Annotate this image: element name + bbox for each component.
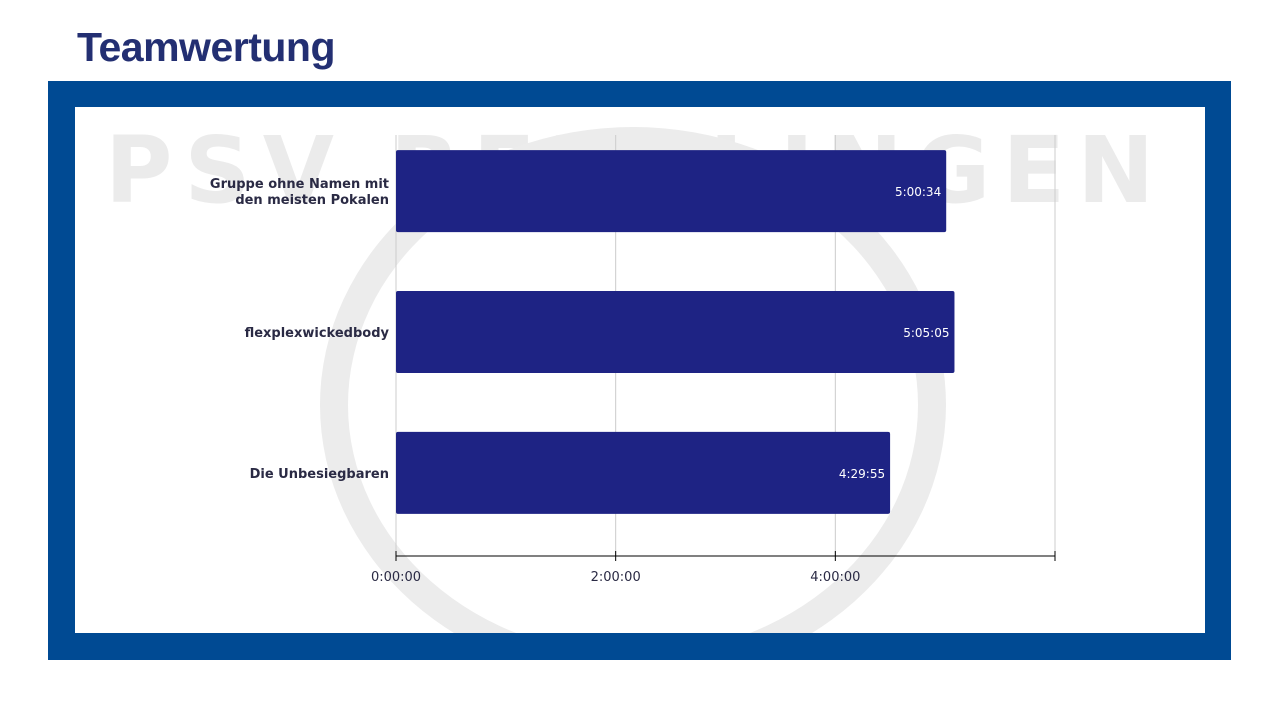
bar — [396, 291, 955, 373]
category-label: flexplexwickedbody — [245, 326, 390, 341]
x-tick-label: 4:00:00 — [810, 570, 860, 585]
bar — [396, 150, 947, 233]
data-label: 5:00:34 — [895, 185, 941, 199]
x-tick-label: 2:00:00 — [591, 570, 641, 585]
category-label: den meisten Pokalen — [235, 193, 389, 208]
category-label: Gruppe ohne Namen mit — [210, 177, 389, 192]
x-tick-label: 0:00:00 — [371, 570, 421, 585]
data-label: 4:29:55 — [839, 467, 885, 481]
data-label: 5:05:05 — [903, 326, 949, 340]
category-label: Die Unbesiegbaren — [250, 467, 389, 482]
bar — [396, 431, 891, 514]
page-title: Teamwertung — [77, 24, 336, 70]
